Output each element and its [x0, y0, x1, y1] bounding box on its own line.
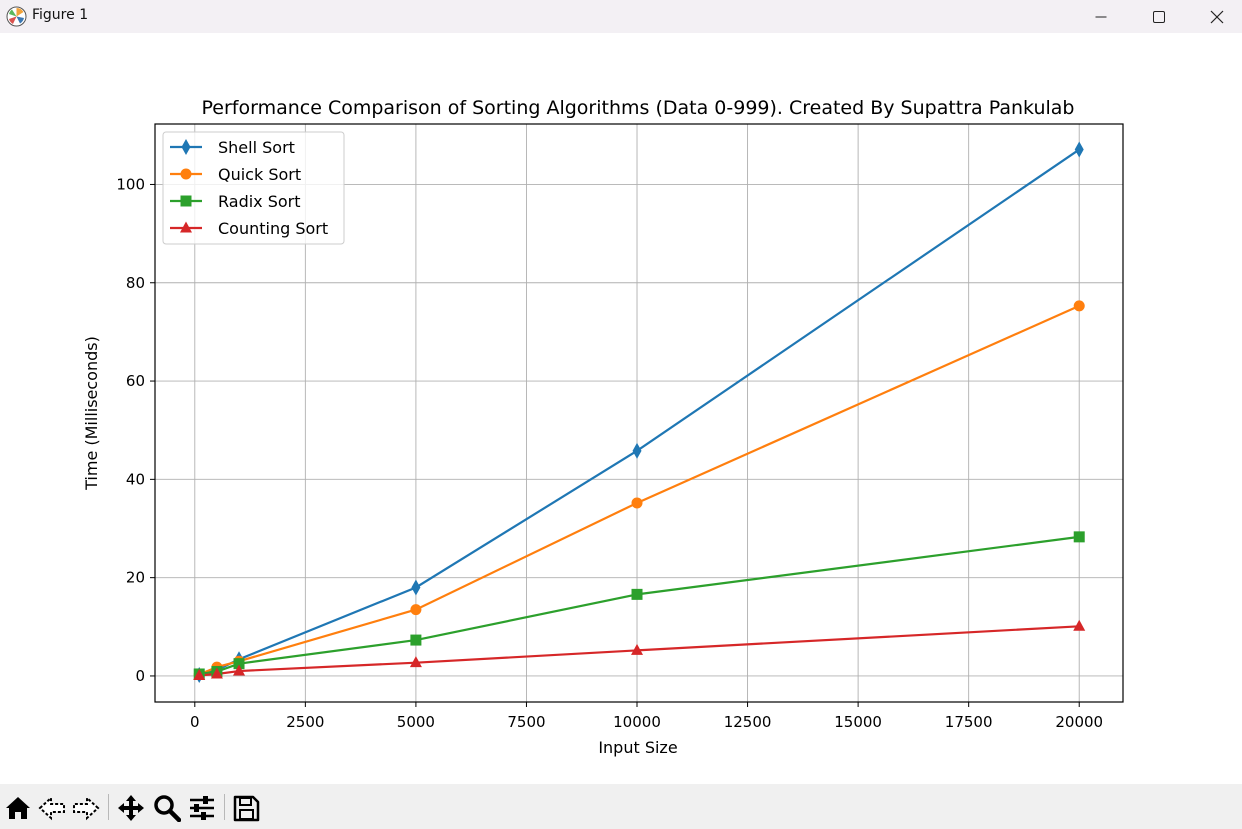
- back-arrow-icon: [38, 795, 65, 821]
- maximize-button[interactable]: [1130, 0, 1188, 33]
- x-tick-label: 5000: [397, 713, 435, 731]
- x-axis-ticks: 0 2500 5000 7500 10000 12500 15000 17500 20000: [190, 702, 1103, 731]
- maximize-icon: [1153, 10, 1165, 23]
- legend-marker-counting-sort: [180, 221, 192, 233]
- y-axis-label: Time (Milliseconds): [82, 336, 101, 491]
- x-tick-label: 17500: [945, 713, 993, 731]
- counting-sort-point: [193, 668, 206, 680]
- quick-sort-point: [410, 604, 422, 616]
- legend: Shell Sort Quick Sort Radix Sort Counting S…: [162, 131, 345, 245]
- y-axis-ticks: 0 20 40 60 80 100: [116, 175, 155, 685]
- quick-sort-line: [198, 304, 1080, 676]
- x-tick-label: 12500: [724, 713, 772, 731]
- title-bar: Figure 1: [0, 0, 1242, 33]
- x-axis-label: Input Size: [598, 738, 677, 757]
- radix-sort-point: [631, 588, 643, 600]
- pan-button[interactable]: [115, 792, 147, 824]
- x-tick-label: 20000: [1055, 713, 1103, 731]
- legend-label-shell-sort: Shell Sort: [218, 138, 295, 157]
- chart-title: Performance Comparison of Sorting Algori…: [202, 97, 1075, 119]
- quick-sort-point: [1073, 300, 1085, 312]
- shell-sort-point: [411, 579, 421, 596]
- magnifier-icon: [154, 795, 181, 822]
- configure-subplots-button[interactable]: [186, 792, 218, 824]
- move-icon: [118, 795, 144, 821]
- x-tick-label: 7500: [507, 713, 545, 731]
- legend-label-counting-sort: Counting Sort: [218, 219, 328, 238]
- x-tick-label: 10000: [613, 713, 661, 731]
- legend-marker-quick-sort: [180, 168, 192, 180]
- save-button[interactable]: [230, 792, 262, 824]
- counting-sort-point: [631, 643, 644, 655]
- y-tick-label: 100: [116, 175, 145, 193]
- x-tick-label: 2500: [286, 713, 324, 731]
- quick-sort-point: [631, 497, 643, 509]
- toolbar-separator: [224, 794, 225, 820]
- figure-canvas[interactable]: Performance Comparison of Sorting Algori…: [0, 33, 1242, 784]
- counting-sort-point: [1073, 619, 1086, 631]
- y-tick-label: 80: [126, 274, 145, 292]
- plot-frame: [154, 123, 1124, 703]
- close-icon: [1210, 10, 1224, 23]
- close-button[interactable]: [1188, 0, 1242, 33]
- legend-marker-shell-sort: [181, 139, 191, 155]
- minimize-icon: [1095, 16, 1107, 17]
- counting-sort-point: [210, 667, 223, 679]
- shell-sort-point: [632, 442, 642, 459]
- forward-button[interactable]: [70, 792, 102, 824]
- counting-sort-point: [233, 664, 246, 676]
- legend-marker-radix-sort: [180, 195, 192, 207]
- x-tick-label: 0: [190, 713, 200, 731]
- floppy-disk-icon: [233, 795, 260, 822]
- navigation-toolbar: [0, 784, 1242, 829]
- y-tick-label: 20: [126, 569, 145, 587]
- y-tick-label: 60: [126, 372, 145, 390]
- shell-sort-point: [1074, 141, 1084, 158]
- series-markers: [193, 141, 1086, 683]
- home-icon: [6, 797, 30, 819]
- zoom-button[interactable]: [151, 792, 183, 824]
- legend-frame: [162, 131, 345, 245]
- home-button[interactable]: [2, 792, 34, 824]
- line-chart: Performance Comparison of Sorting Algori…: [82, 97, 1124, 757]
- radix-sort-point: [410, 634, 422, 646]
- minimize-button[interactable]: [1072, 0, 1130, 33]
- forward-arrow-icon: [73, 795, 100, 821]
- window-title: Figure 1: [32, 7, 89, 23]
- back-button[interactable]: [36, 792, 68, 824]
- matplotlib-logo-icon: [6, 6, 27, 27]
- legend-label-quick-sort: Quick Sort: [218, 165, 301, 184]
- y-tick-label: 40: [126, 470, 145, 488]
- legend-label-radix-sort: Radix Sort: [218, 192, 301, 211]
- x-tick-label: 15000: [834, 713, 882, 731]
- radix-sort-point: [233, 658, 245, 670]
- toolbar-separator: [108, 794, 109, 820]
- y-tick-label: 0: [135, 667, 145, 685]
- counting-sort-point: [409, 656, 422, 668]
- radix-sort-point: [1073, 531, 1085, 543]
- sliders-icon: [190, 796, 214, 820]
